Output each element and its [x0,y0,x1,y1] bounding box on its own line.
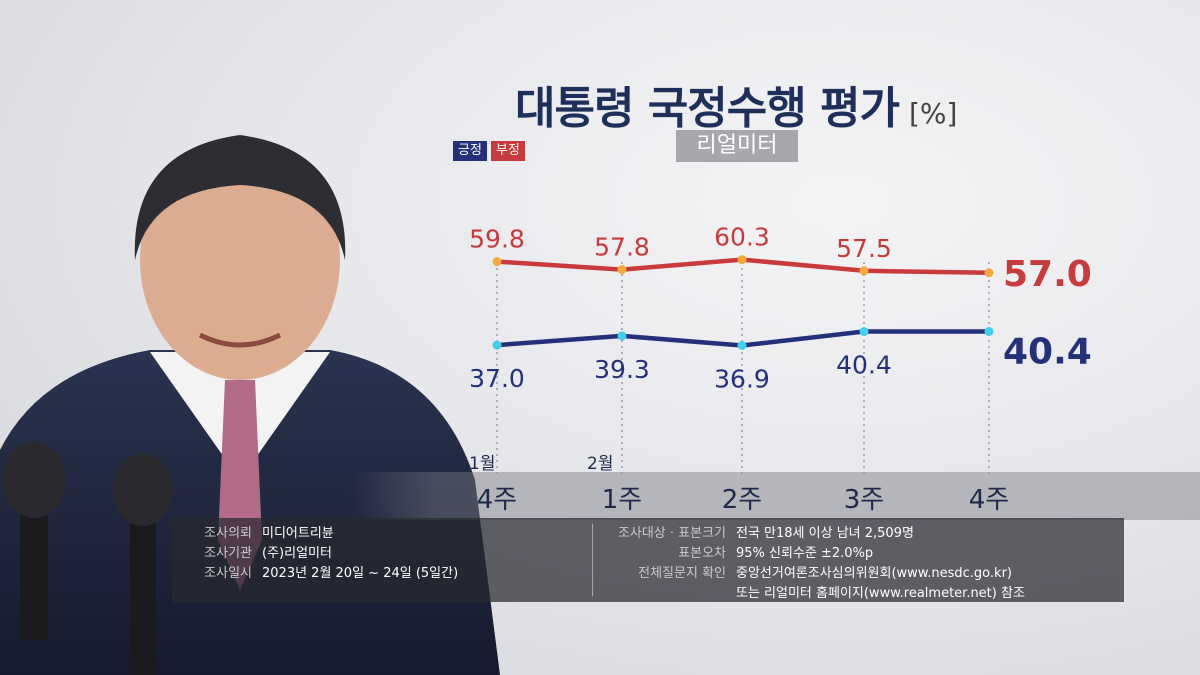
x-tick-label-3: 3주 [844,485,884,515]
info-row: 또는 리얼미터 홈페이지(www.realmeter.net) 참조 [736,586,1025,601]
x-tick-label-1: 1주 [602,485,642,515]
legend: 긍정 부정 [453,141,525,161]
source-badge: 리얼미터 [676,130,798,162]
data-label-positive-2: 36.9 [714,365,770,394]
info-row: 조사의뢰 미디어트리뷴 [204,526,334,541]
data-label-positive-3: 40.4 [836,351,892,380]
x-tick-label-4: 4주 [969,485,1009,515]
data-label-positive-0: 37.0 [469,364,525,393]
info-row: 표본오차 95% 신뢰수준 ±2.0%p [678,546,874,561]
survey-info-panel: 조사의뢰 미디어트리뷴 조사기관 (주)리얼미터 조사일시 2023년 2월 20일 … [172,518,1124,602]
x-axis-band [350,472,1200,520]
info-row: 전체질문지 확인 중앙선거여론조사심의위원회(www.nesdc.go.kr) [638,566,1012,581]
info-row: 조사기관 (주)리얼미터 [204,546,332,561]
data-label-negative-3: 57.5 [836,234,892,263]
info-row: 조사일시 2023년 2월 20일 ~ 24일 (5일간) [204,566,459,581]
legend-negative: 부정 [490,141,525,161]
info-divider [592,524,593,596]
point-positive-1 [617,331,627,341]
x-tick-label-0: 4주 [477,485,517,515]
survey-info-right: 조사대상 · 표본크기 전국 만18세 이상 남녀 2,509명 표본오차 95% … [602,524,1025,604]
month-label-0: 1월 [469,454,495,474]
info-row: 조사대상 · 표본크기 전국 만18세 이상 남녀 2,509명 [617,526,914,541]
point-negative-0 [492,257,502,267]
legend-positive: 긍정 [453,141,487,161]
data-label-positive-1: 39.3 [594,355,650,384]
data-label-negative-4: 57.0 [1003,254,1092,295]
chart-title: 대통령 국정수행 평가 [%] [515,83,958,134]
point-positive-2 [737,341,747,350]
x-tick-label-2: 2주 [722,485,762,515]
data-label-negative-0: 59.8 [469,225,525,254]
point-negative-1 [617,265,627,275]
data-label-negative-1: 57.8 [594,233,650,262]
data-label-negative-2: 60.3 [714,223,770,252]
point-negative-4 [984,268,994,278]
point-negative-3 [859,266,869,276]
president-photo [0,135,500,675]
point-positive-4 [984,327,994,336]
survey-info-left: 조사의뢰 미디어트리뷴 조사기관 (주)리얼미터 조사일시 2023년 2월 20일 … [184,524,458,584]
data-label-positive-4: 40.4 [1003,332,1092,373]
month-label-1: 2월 [587,454,613,474]
point-positive-3 [859,327,869,336]
point-negative-2 [737,255,747,265]
point-positive-0 [492,340,502,350]
chart-unit: [%] [908,97,958,130]
